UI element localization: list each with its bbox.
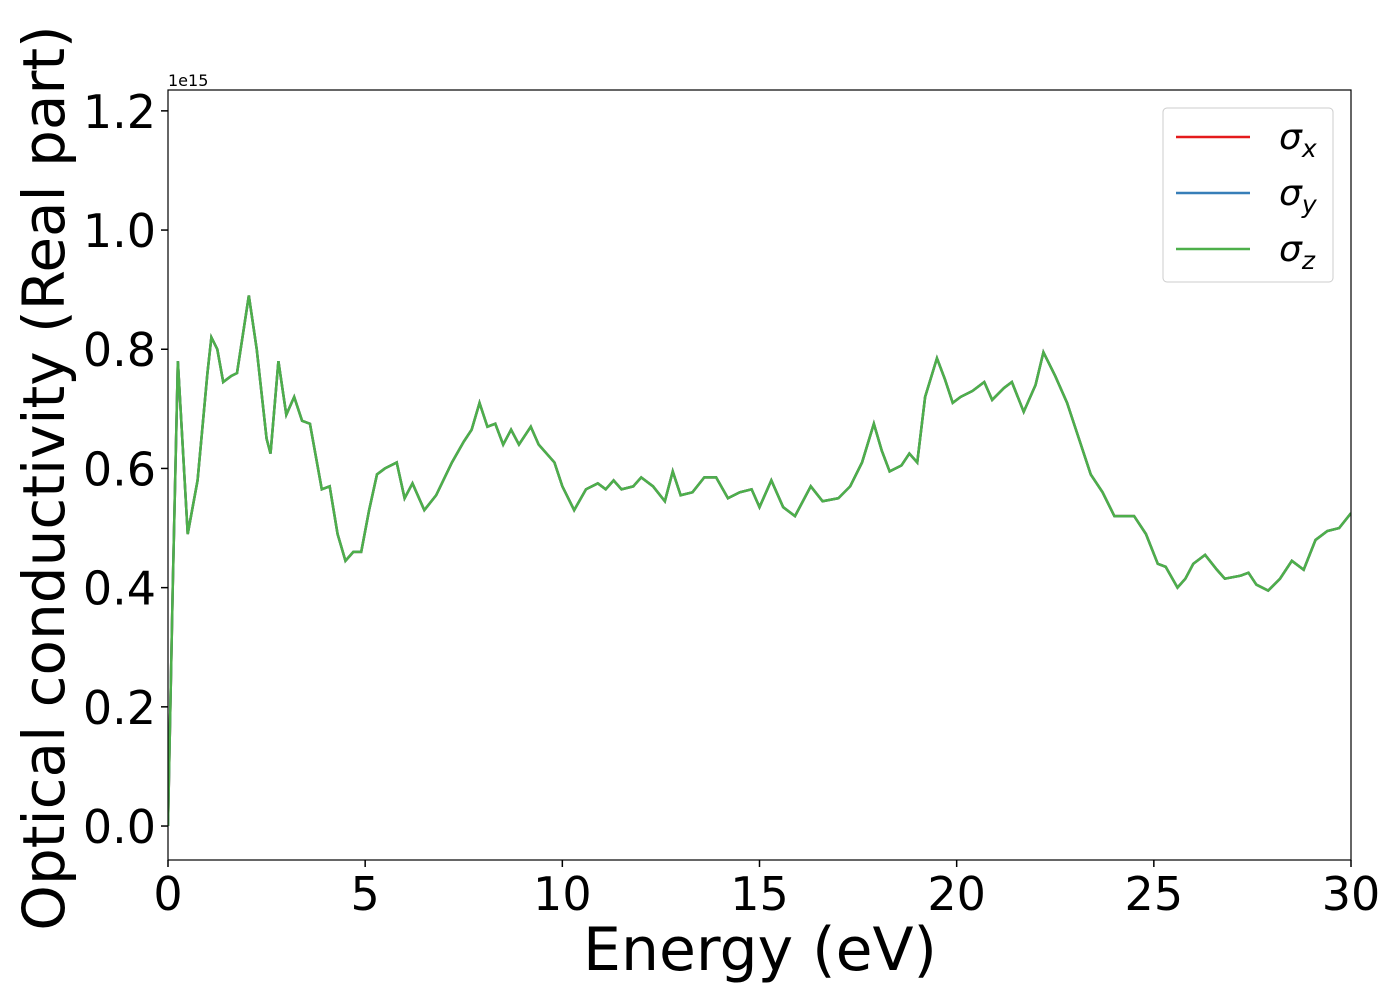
x-tick-label: 15 [730,867,789,921]
y-tick-label: 0.2 [83,681,156,735]
plot-frame [167,89,1352,861]
y-tick-label: 1.0 [83,204,156,258]
y-tick-label: 1.2 [83,85,156,139]
x-tick-label: 10 [533,867,592,921]
y-tick-label: 0.4 [83,562,156,616]
x-axis-label: Energy (eV) [583,915,937,985]
x-tick-label: 30 [1322,867,1381,921]
legend-label: σx [1279,117,1317,163]
legend-box [1162,107,1334,283]
y-tick-label: 0.6 [83,442,156,496]
y-tick-label: 0.8 [83,323,156,377]
x-tick-label: 25 [1125,867,1184,921]
x-tick-label: 5 [351,867,380,921]
y-tick-label: 0.0 [83,800,156,854]
series-line [168,295,1351,827]
legend-label: σz [1279,229,1316,275]
y-axis-label: Optical conductivity (Real part) [10,25,78,930]
legend-label: σy [1279,173,1318,219]
offset-label: 1e15 [168,71,208,90]
x-tick-label: 0 [153,867,182,921]
x-tick-label: 20 [927,867,986,921]
